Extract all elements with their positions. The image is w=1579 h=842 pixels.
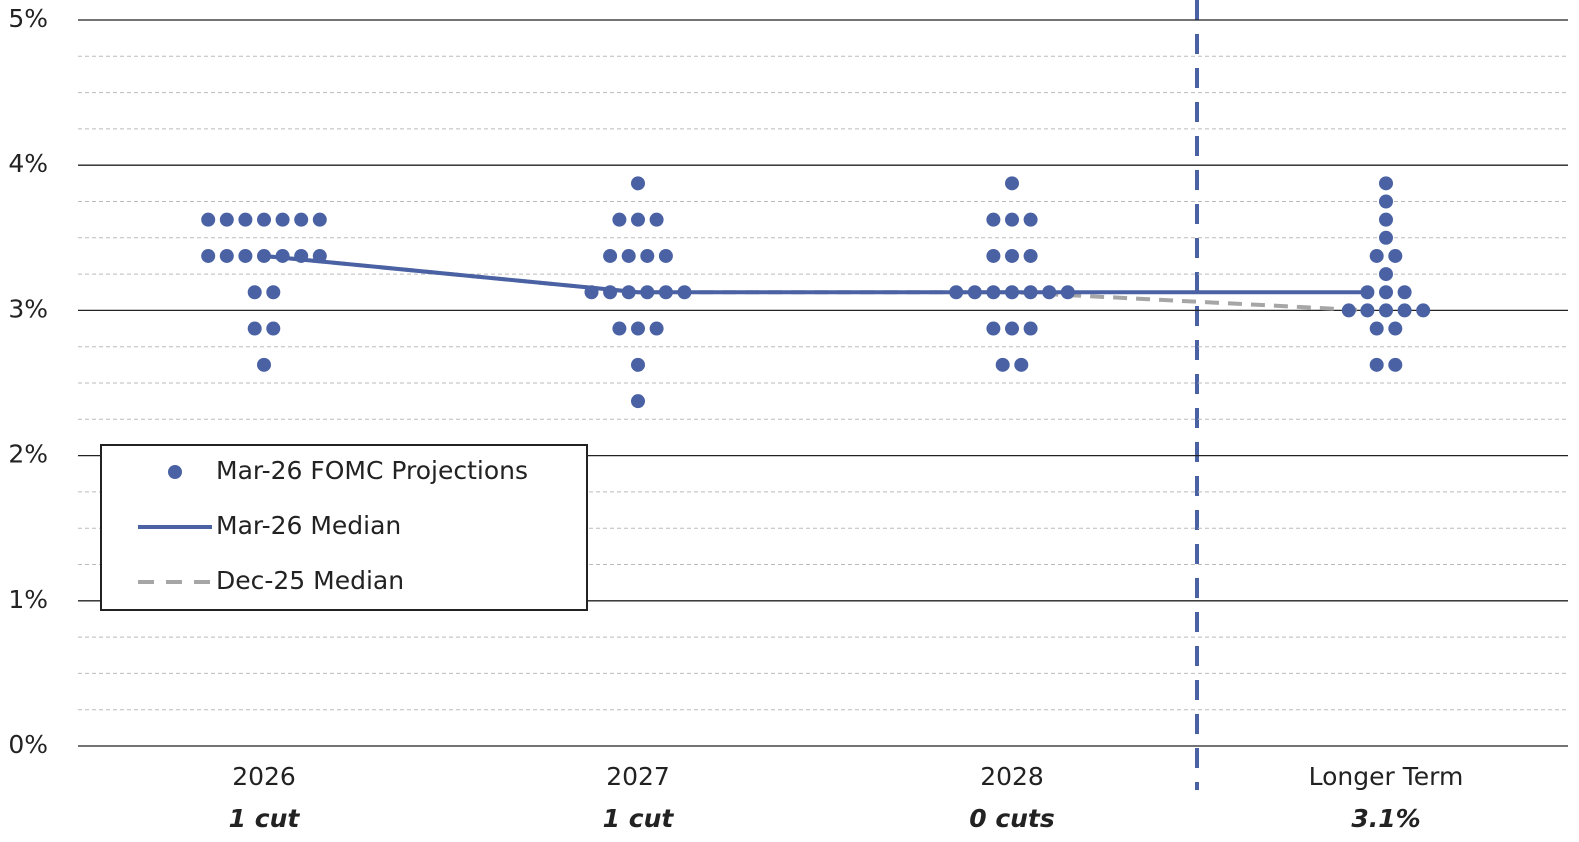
dot [631,357,645,372]
dot [247,321,262,336]
x-tick-label: 2026 [232,762,296,791]
dot [1379,212,1393,227]
dot [603,248,618,263]
dot [1379,285,1393,300]
legend: Mar-26 FOMC Projections Mar-26 Median Dec-… [100,444,588,611]
category-note: 1 cut [229,804,301,833]
dot [257,357,271,372]
dot [631,176,645,191]
dot [621,285,636,300]
dot [612,321,627,336]
legend-label: Dec-25 Median [216,566,404,595]
dot [312,248,327,263]
dot [1369,321,1384,336]
dot [1005,248,1019,263]
dot [649,212,664,227]
dot [1360,303,1375,318]
dot [1023,285,1038,300]
dot [1379,194,1393,209]
dot [247,285,262,300]
dot [201,248,216,263]
dot [584,285,599,300]
dot [649,321,664,336]
dot [1341,303,1356,318]
dot [1369,357,1384,372]
dot [294,248,309,263]
dot [1042,285,1057,300]
dot [266,285,281,300]
dot [631,212,645,227]
category-note: 1 cut [603,804,675,833]
dot [1379,230,1393,245]
category-note: 3.1% [1351,804,1420,833]
y-tick-label: 3% [8,294,48,323]
legend-label: Mar-26 Median [216,511,401,540]
dot [658,248,673,263]
dot [219,212,234,227]
dot [658,285,673,300]
y-tick-label: 4% [8,149,48,178]
dot [1379,267,1393,282]
dot [1023,321,1038,336]
dot [266,321,281,336]
dot [1416,303,1431,318]
dot [986,248,1001,263]
dot [312,212,327,227]
dot [294,212,309,227]
dot [640,248,655,263]
dot [1388,248,1403,263]
dot [631,394,645,409]
dot [257,212,271,227]
dot [631,321,645,336]
dot [640,285,655,300]
category-note: 0 cuts [969,804,1055,833]
y-tick-label: 5% [8,4,48,33]
dot [986,285,1001,300]
dot [1369,248,1384,263]
dot [1360,285,1375,300]
legend-label: Mar-26 FOMC Projections [216,456,528,485]
dot [275,212,290,227]
dot [1060,285,1075,300]
legend-dot [168,465,182,479]
y-tick-label: 0% [8,730,48,759]
x-tick-label: 2027 [606,762,670,791]
dot [986,321,1001,336]
dot [201,212,216,227]
grid [78,19,1568,747]
median-line [263,253,1368,313]
dot [986,212,1001,227]
dot [1379,303,1393,318]
dot [257,248,271,263]
dot [1388,321,1403,336]
dot [1397,303,1412,318]
x-tick-label: 2028 [980,762,1044,791]
dot [1397,285,1412,300]
dot [603,285,618,300]
y-tick-label: 2% [8,440,48,469]
dot [1005,285,1019,300]
dot [949,285,964,300]
dot [1023,248,1038,263]
x-tick-label: Longer Term [1309,762,1464,791]
dot [238,248,253,263]
dot [677,285,692,300]
dot [238,212,253,227]
dot [1379,176,1393,191]
y-tick-label: 1% [8,585,48,614]
dot [275,248,290,263]
dot [612,212,627,227]
median-line [263,253,1367,295]
dot [219,248,234,263]
dot [995,357,1010,372]
dot [1005,321,1019,336]
dot [967,285,982,300]
dot [1388,357,1403,372]
dot [1005,176,1019,191]
dot [1014,357,1029,372]
dot [621,248,636,263]
dot [1005,212,1019,227]
dot [1023,212,1038,227]
